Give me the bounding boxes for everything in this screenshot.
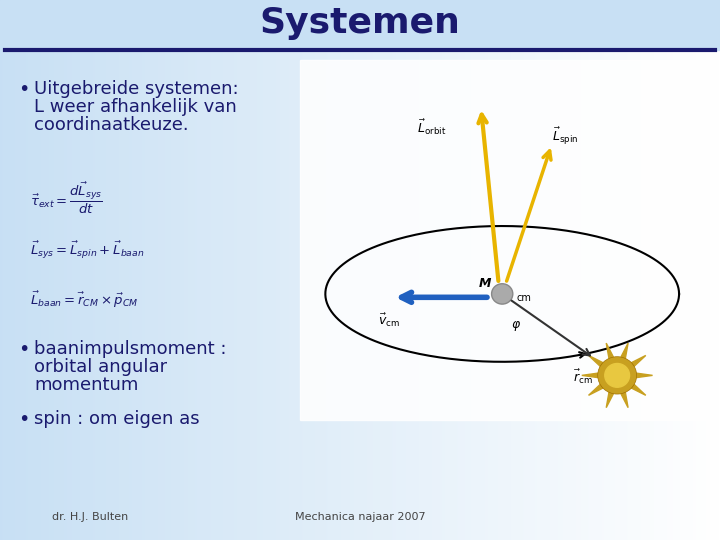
Bar	[300, 60, 705, 420]
Text: $\varphi$: $\varphi$	[511, 319, 521, 333]
Text: •: •	[18, 410, 30, 429]
Text: L weer afhankelijk van: L weer afhankelijk van	[34, 98, 237, 116]
Polygon shape	[621, 343, 628, 359]
Text: •: •	[18, 340, 30, 359]
Text: M: M	[480, 277, 492, 290]
Polygon shape	[631, 355, 646, 366]
Text: $\vec{\tau}_{ext} = \dfrac{d\vec{L}_{sys}}{dt}$: $\vec{\tau}_{ext} = \dfrac{d\vec{L}_{sys…	[30, 180, 103, 215]
Polygon shape	[582, 373, 598, 377]
Polygon shape	[588, 355, 603, 366]
Polygon shape	[588, 384, 603, 395]
Text: dr. H.J. Bulten: dr. H.J. Bulten	[52, 512, 128, 522]
Text: spin : om eigen as: spin : om eigen as	[34, 410, 199, 428]
Circle shape	[492, 284, 513, 304]
Text: $\vec{r}_{\rm cm}$: $\vec{r}_{\rm cm}$	[573, 368, 593, 386]
Text: $\vec{L}_{sys} = \vec{L}_{spin} + \vec{L}_{baan}$: $\vec{L}_{sys} = \vec{L}_{spin} + \vec{L…	[30, 240, 145, 261]
Text: $\vec{L}_{\rm orbit}$: $\vec{L}_{\rm orbit}$	[418, 117, 446, 137]
Text: orbital angular: orbital angular	[34, 358, 167, 376]
Text: baanimpulsmoment :: baanimpulsmoment :	[34, 340, 227, 358]
Text: momentum: momentum	[34, 376, 138, 394]
Text: cm: cm	[516, 293, 531, 303]
Polygon shape	[621, 393, 628, 408]
Text: •: •	[18, 80, 30, 99]
Text: $\vec{L}_{baan} = \vec{r}_{CM} \times \vec{p}_{CM}$: $\vec{L}_{baan} = \vec{r}_{CM} \times \v…	[30, 290, 139, 310]
Bar	[0, 0, 720, 50]
Circle shape	[605, 363, 629, 387]
Polygon shape	[606, 393, 613, 408]
Circle shape	[598, 357, 636, 394]
Text: $\vec{v}_{\rm cm}$: $\vec{v}_{\rm cm}$	[379, 311, 400, 328]
Text: Uitgebreide systemen:: Uitgebreide systemen:	[34, 80, 238, 98]
Text: coordinaatkeuze.: coordinaatkeuze.	[34, 116, 189, 134]
Text: Systemen: Systemen	[260, 6, 460, 40]
Polygon shape	[636, 373, 652, 377]
Polygon shape	[631, 384, 646, 395]
Text: $\vec{L}_{\rm spin}$: $\vec{L}_{\rm spin}$	[552, 126, 578, 147]
Polygon shape	[606, 343, 613, 359]
Text: Mechanica najaar 2007: Mechanica najaar 2007	[294, 512, 426, 522]
